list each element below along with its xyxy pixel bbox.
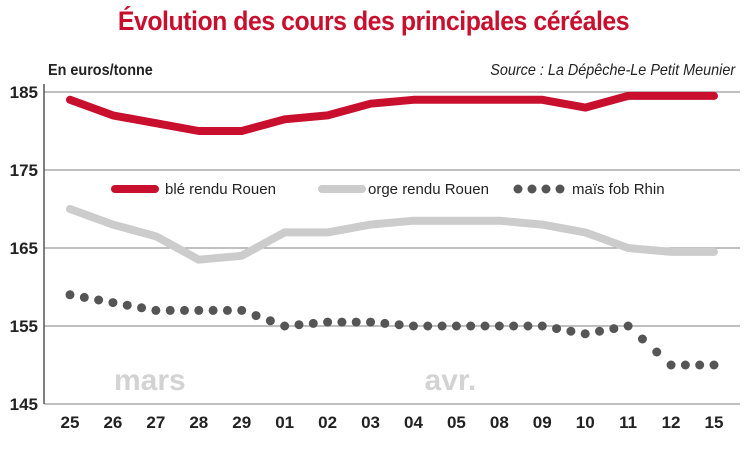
series-dot — [552, 324, 562, 334]
series-dot — [265, 316, 275, 326]
legend-swatch — [541, 184, 551, 194]
x-tick-label: 08 — [490, 413, 509, 432]
series-point — [151, 305, 161, 315]
series-dot — [165, 305, 175, 315]
series-dot — [137, 303, 147, 313]
series-dot — [595, 326, 605, 336]
series-point — [580, 329, 590, 339]
legend: blé rendu Rouen orge rendu Rouen maïs fob … — [111, 181, 665, 198]
month-label: avr. — [425, 364, 477, 397]
x-tick-label: 05 — [447, 413, 466, 432]
series-dot — [509, 321, 519, 331]
y-tick-label: 185 — [10, 83, 38, 102]
x-tick-label: 28 — [189, 413, 208, 432]
series-dot — [609, 324, 619, 334]
series-dot — [337, 317, 347, 327]
series-point — [451, 321, 461, 331]
series-point — [408, 321, 418, 331]
series-dot — [652, 347, 662, 357]
series-line — [66, 91, 718, 135]
legend-label: blé rendu Rouen — [165, 181, 276, 198]
series-dot — [523, 321, 533, 331]
series-dot — [437, 321, 447, 331]
x-tick-label: 27 — [146, 413, 165, 432]
series-dot — [680, 360, 690, 370]
series-dot — [222, 305, 232, 315]
series-point — [194, 305, 204, 315]
x-tick-label: 25 — [61, 413, 80, 432]
series-layer — [65, 91, 719, 370]
x-tick-label: 10 — [576, 413, 595, 432]
source-label: Source : La Dépêche-Le Petit Meunier — [490, 62, 735, 79]
series-dot — [637, 334, 647, 344]
series-dot — [251, 311, 261, 321]
series-dot — [94, 295, 104, 305]
series-point — [108, 298, 118, 308]
legend-swatch — [555, 184, 565, 194]
series-dot — [466, 321, 476, 331]
series-dot — [79, 292, 89, 302]
y-tick-label: 175 — [10, 161, 38, 180]
y-tick-label: 165 — [10, 239, 38, 258]
x-tick-label: 03 — [361, 413, 380, 432]
x-tick-label: 04 — [404, 413, 423, 432]
x-tick-label: 15 — [705, 413, 724, 432]
series-point — [323, 317, 333, 327]
series-point — [366, 317, 376, 327]
series-dot — [351, 317, 361, 327]
month-labels: mars avr. — [114, 364, 476, 397]
series-point — [709, 360, 719, 370]
series-dot — [394, 320, 404, 330]
series-dot — [695, 360, 705, 370]
legend-swatch — [527, 184, 537, 194]
series-point — [237, 305, 247, 315]
x-tick-label: 09 — [533, 413, 552, 432]
legend-swatch — [513, 184, 523, 194]
y-tick-label: 145 — [10, 395, 38, 414]
series-point — [65, 290, 75, 300]
x-tick-label: 26 — [103, 413, 122, 432]
x-tick-label: 02 — [318, 413, 337, 432]
series-point — [666, 360, 676, 370]
x-tick-label: 11 — [619, 413, 637, 432]
series-dot — [480, 321, 490, 331]
x-tick-label: 01 — [275, 413, 294, 432]
series-dot — [380, 318, 390, 328]
series-point — [280, 321, 290, 331]
series-point — [494, 321, 504, 331]
axis-layer: 145 155 165 175 185 25 26 27 28 29 01 02 03 04 05 08 09 1… — [10, 83, 724, 432]
y-tick-label: 155 — [10, 317, 38, 336]
series-dot — [122, 300, 132, 310]
series-dot — [308, 318, 318, 328]
chart-title: Évolution des cours des principales céré… — [117, 6, 630, 36]
x-tick-label: 12 — [662, 413, 681, 432]
series-point — [537, 321, 547, 331]
legend-label: maïs fob Rhin — [572, 181, 665, 198]
series-dot — [423, 321, 433, 331]
unit-label: En euros/tonne — [48, 62, 153, 79]
series-dot — [208, 305, 218, 315]
x-tick-label: 29 — [232, 413, 251, 432]
legend-label: orge rendu Rouen — [368, 181, 489, 198]
series-dot — [179, 305, 189, 315]
series-dot — [294, 320, 304, 330]
series-point — [623, 321, 633, 331]
month-label: mars — [114, 364, 186, 397]
series-dot — [566, 326, 576, 336]
series-line — [66, 205, 718, 264]
